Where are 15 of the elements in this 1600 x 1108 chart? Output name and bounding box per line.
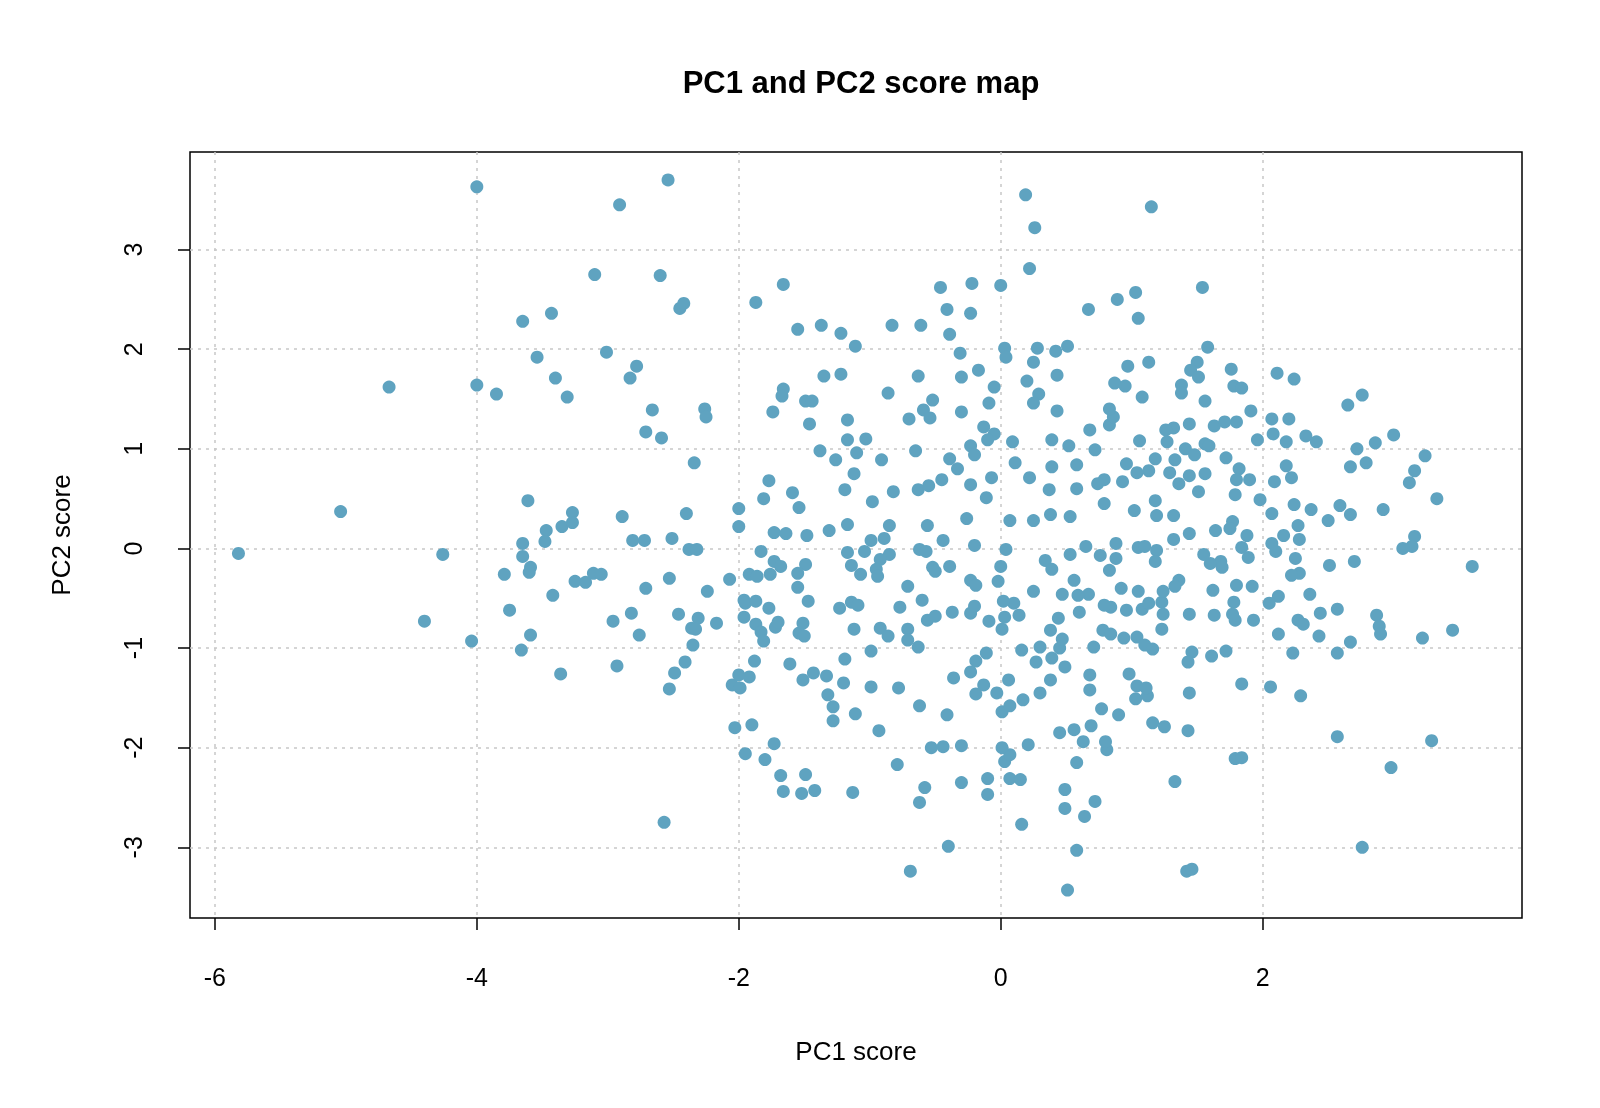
y-tick-label: 1: [118, 441, 147, 456]
x-tick-label: -4: [465, 962, 489, 991]
y-tick-label: 3: [118, 242, 147, 257]
y-axis-title: PC2 score: [46, 474, 76, 596]
y-tick-label: 2: [118, 342, 147, 357]
y-tick-label: 0: [118, 541, 147, 556]
x-tick-label: -2: [727, 962, 750, 991]
chart-title: PC1 and PC2 score map: [682, 65, 1040, 100]
x-tick-label: -6: [203, 962, 226, 991]
y-tick-label: -2: [118, 736, 147, 759]
x-tick-label: 2: [1255, 962, 1270, 991]
y-tick-label: -3: [118, 836, 147, 859]
y-tick-label: -1: [118, 636, 147, 660]
x-tick-label: 0: [993, 962, 1008, 991]
x-axis-title: PC1 score: [795, 1036, 917, 1066]
